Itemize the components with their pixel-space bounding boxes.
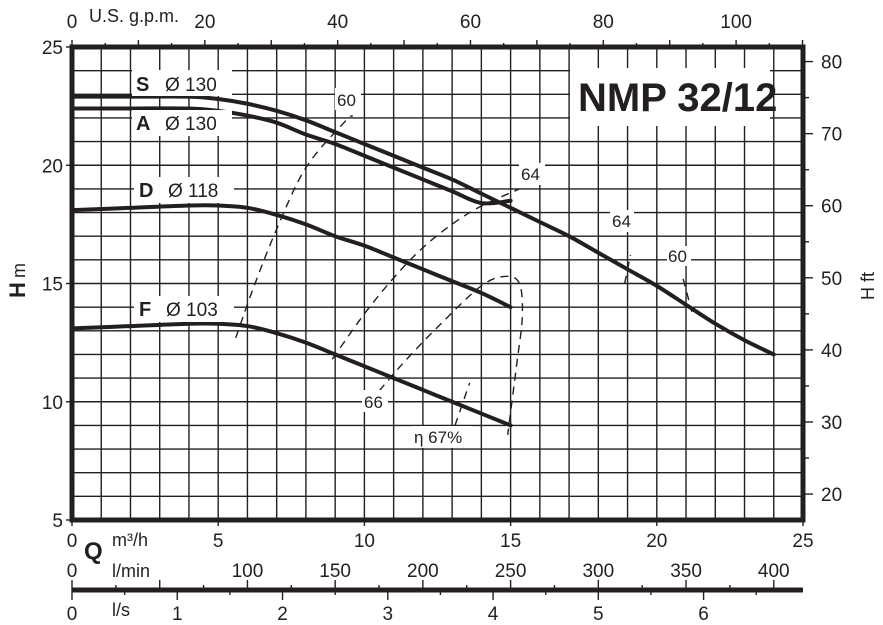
efficiency-curve <box>331 188 520 360</box>
pump-curve-a <box>70 106 513 206</box>
tick-label: 350 <box>670 561 702 582</box>
tick-label: 5 <box>213 531 224 552</box>
eff-label-67: η 67% <box>414 428 462 447</box>
q-symbol: Q <box>84 538 103 565</box>
tick-label: 20 <box>42 156 63 177</box>
tick-label: 80 <box>593 12 614 33</box>
h-ft-label: H ft <box>858 272 878 300</box>
h-unit: m <box>9 263 29 278</box>
tick-label: 1 <box>172 604 183 625</box>
curve-f-letter: F <box>139 299 151 321</box>
top-axis-unit: U.S. g.p.m. <box>89 6 179 26</box>
pump-curve-s <box>70 94 776 357</box>
tick-label: 10 <box>354 531 375 552</box>
curve-a-letter: A <box>136 113 150 135</box>
tick-label: 10 <box>42 393 63 414</box>
tick-label: 15 <box>42 275 63 296</box>
q-unit: m³/h <box>112 530 148 550</box>
efficiency-curve <box>369 275 524 435</box>
tick-label: 0 <box>67 12 78 33</box>
tick-label: 200 <box>407 561 439 582</box>
curve-s-diameter: Ø 130 <box>165 75 217 96</box>
tick-label: 100 <box>720 12 752 33</box>
curve-d-letter: D <box>139 180 153 202</box>
tick-label: 20 <box>194 12 215 33</box>
tick-label: 400 <box>758 561 790 582</box>
h-symbol: H <box>5 282 30 298</box>
pump-curve-d <box>70 203 513 310</box>
curve-s-letter: S <box>136 74 149 96</box>
tick-label: 4 <box>488 604 499 625</box>
tick-label: 5 <box>52 511 63 532</box>
tick-label: 2 <box>277 604 288 625</box>
eff-label-60-left: 60 <box>337 91 356 110</box>
curve-d-diameter: Ø 118 <box>168 181 218 202</box>
tick-label: 250 <box>495 561 527 582</box>
eff-label-60-right: 60 <box>668 247 687 266</box>
tick-label: 100 <box>232 561 264 582</box>
pump-curves <box>70 94 776 428</box>
tick-label: 25 <box>792 531 813 552</box>
tick-label: 60 <box>460 12 481 33</box>
tick-label: 30 <box>821 413 842 434</box>
tick-label: 3 <box>383 604 394 625</box>
tick-label: 20 <box>646 531 667 552</box>
tick-label: 40 <box>821 341 842 362</box>
efficiency-curves <box>235 114 693 435</box>
tick-label: 25 <box>42 38 63 59</box>
curve-a-diameter: Ø 130 <box>165 114 217 135</box>
tick-label: 150 <box>319 561 351 582</box>
tick-label: 40 <box>327 12 348 33</box>
tick-label: 0 <box>67 531 78 552</box>
tick-label: 300 <box>582 561 614 582</box>
tick-label: 5 <box>593 604 604 625</box>
eff-label-66: 66 <box>364 393 383 412</box>
tick-label: 60 <box>821 197 842 218</box>
tick-label: 50 <box>821 269 842 290</box>
curve-f-diameter: Ø 103 <box>166 300 218 321</box>
eff-label-64-right: 64 <box>612 212 631 231</box>
pump-curve-f <box>70 321 513 428</box>
tick-label: 15 <box>500 531 521 552</box>
tick-label: 20 <box>821 485 842 506</box>
tick-label: 0 <box>67 561 78 582</box>
tick-label: 80 <box>821 53 842 74</box>
efficiency-curve <box>235 114 354 339</box>
eff-label-64-mid: 64 <box>521 165 540 184</box>
chart-title: NMP 32/12 <box>578 76 777 120</box>
lmin-unit: l/min <box>112 561 150 581</box>
ls-unit: l/s <box>112 600 130 620</box>
tick-label: 0 <box>67 604 78 625</box>
efficiency-curve <box>454 382 471 426</box>
tick-label: 70 <box>821 125 842 146</box>
tick-label: 6 <box>698 604 709 625</box>
